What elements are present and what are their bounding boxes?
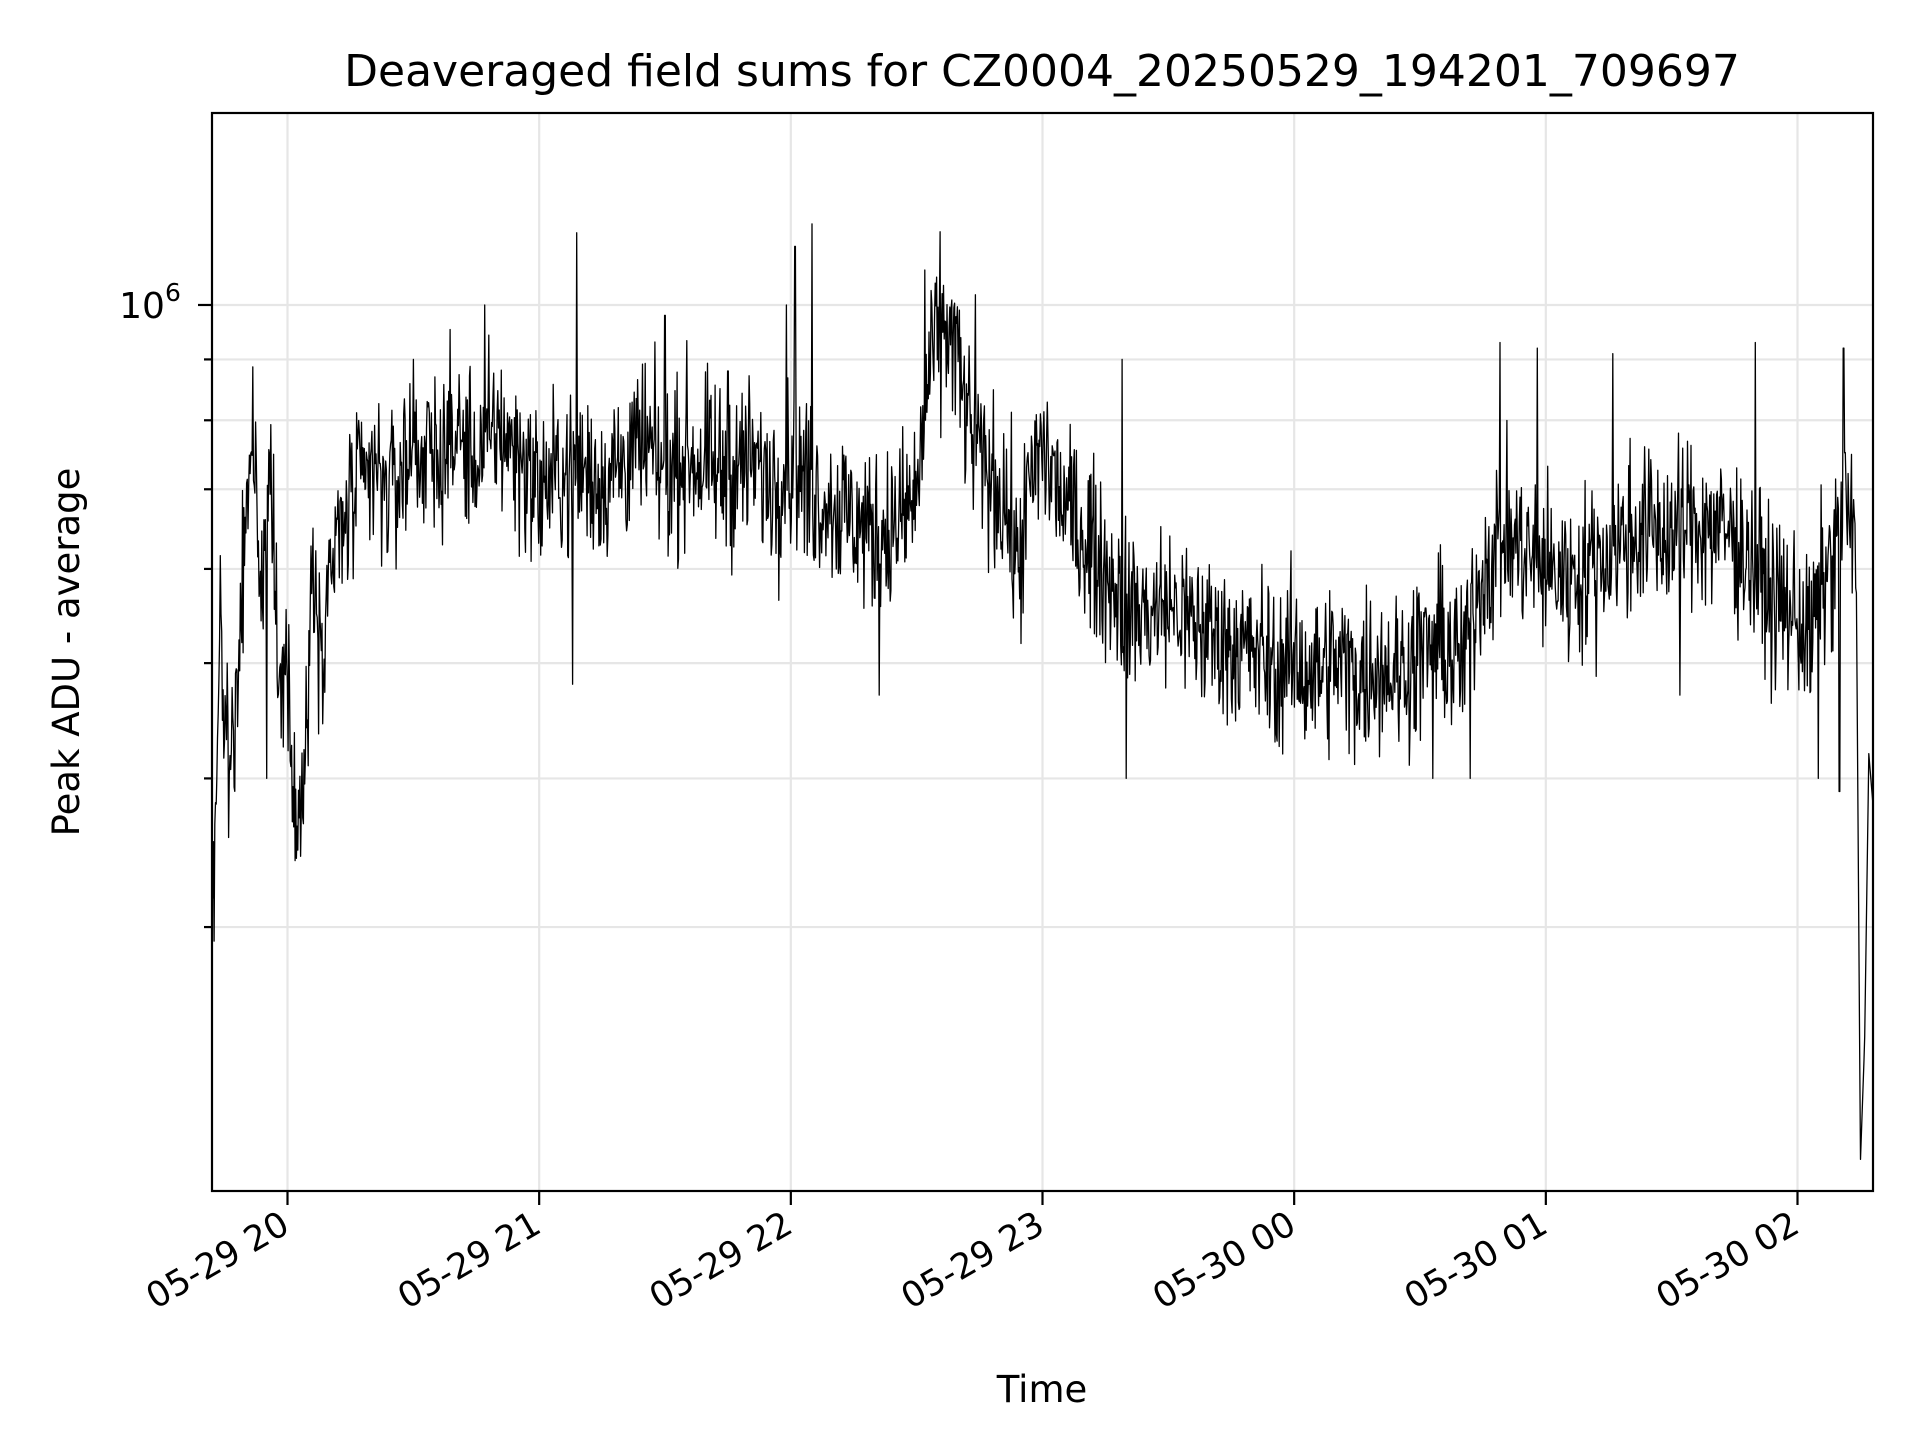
series-layer <box>211 223 1874 1161</box>
y-axis: 106 <box>119 278 212 929</box>
y-tick-label: 106 <box>119 278 181 327</box>
x-axis-label: Time <box>996 1368 1088 1411</box>
y-axis-label: Peak ADU - average <box>45 468 88 837</box>
series-line <box>211 223 1874 1161</box>
chart-title: Deaveraged field sums for CZ0004_2025052… <box>344 46 1740 97</box>
